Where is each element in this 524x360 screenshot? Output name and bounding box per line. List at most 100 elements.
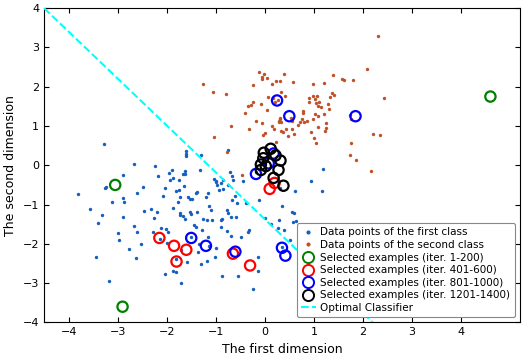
Point — [328, 90, 336, 96]
Point — [176, 210, 184, 216]
Point — [223, 149, 231, 154]
Point — [211, 255, 219, 260]
Point — [154, 173, 162, 179]
Point — [286, 237, 294, 243]
Point — [182, 247, 191, 253]
Point — [288, 118, 296, 124]
Point — [252, 169, 260, 175]
Point — [380, 95, 388, 101]
Point — [374, 33, 383, 39]
Point — [276, 116, 285, 122]
Point — [181, 216, 189, 222]
Point — [194, 249, 202, 255]
Point — [162, 226, 170, 232]
Point — [229, 177, 237, 183]
Point — [281, 126, 290, 131]
Point — [202, 194, 210, 199]
Point — [254, 269, 262, 274]
Point — [263, 75, 271, 81]
Point — [299, 111, 307, 116]
Point — [222, 91, 230, 97]
Point — [224, 148, 233, 153]
Point — [276, 78, 284, 84]
Point — [216, 224, 225, 230]
Point — [258, 132, 267, 138]
Point — [163, 229, 172, 235]
Point — [217, 180, 225, 186]
Point — [245, 227, 254, 233]
Point — [249, 82, 257, 88]
Point — [202, 243, 210, 249]
Point — [187, 235, 195, 241]
Point — [232, 214, 241, 220]
Point — [305, 99, 313, 105]
Point — [260, 71, 268, 77]
Point — [268, 81, 277, 87]
Point — [197, 152, 205, 158]
Point — [289, 80, 297, 85]
Point — [182, 152, 190, 157]
Point — [246, 262, 254, 268]
Point — [202, 258, 211, 264]
Point — [223, 207, 232, 213]
Point — [269, 95, 277, 101]
Point — [233, 273, 242, 279]
Point — [290, 131, 298, 137]
Point — [149, 229, 157, 234]
Point — [209, 90, 217, 95]
Point — [92, 254, 100, 260]
Point — [213, 183, 222, 188]
Point — [309, 81, 318, 87]
Point — [206, 207, 215, 213]
Point — [258, 121, 266, 126]
Point — [98, 212, 106, 218]
Point — [199, 81, 207, 87]
Point — [270, 180, 279, 186]
Point — [226, 169, 234, 175]
Point — [258, 74, 267, 80]
Point — [363, 66, 372, 72]
Point — [243, 103, 252, 109]
Point — [252, 118, 260, 124]
Point — [212, 245, 220, 251]
Point — [156, 237, 165, 242]
Point — [258, 76, 266, 82]
Point — [223, 229, 232, 234]
Point — [139, 184, 147, 190]
Point — [242, 201, 250, 206]
Point — [255, 69, 263, 75]
Point — [190, 222, 198, 228]
Point — [272, 78, 280, 84]
Legend: Data points of the first class, Data points of the second class, Selected exampl: Data points of the first class, Data poi… — [297, 223, 515, 317]
Point — [178, 213, 187, 219]
Point — [191, 190, 200, 195]
Point — [280, 93, 289, 99]
Point — [278, 204, 286, 210]
Point — [181, 168, 190, 174]
Point — [224, 183, 232, 188]
Point — [101, 185, 110, 191]
Point — [276, 115, 285, 121]
Point — [94, 220, 102, 226]
Point — [169, 269, 177, 274]
Point — [351, 113, 359, 119]
Point — [157, 225, 165, 231]
Point — [320, 111, 329, 117]
Point — [257, 162, 265, 167]
Point — [265, 161, 273, 166]
Point — [118, 304, 127, 310]
Point — [272, 140, 280, 145]
Point — [227, 123, 235, 129]
Point — [263, 107, 271, 113]
Point — [114, 230, 122, 235]
Point — [172, 189, 180, 194]
Point — [284, 134, 292, 139]
Point — [73, 191, 82, 197]
Point — [280, 71, 288, 77]
Point — [326, 94, 334, 100]
Point — [244, 229, 252, 235]
Point — [165, 170, 173, 176]
Point — [267, 146, 275, 152]
Point — [158, 193, 167, 199]
Point — [277, 129, 285, 134]
